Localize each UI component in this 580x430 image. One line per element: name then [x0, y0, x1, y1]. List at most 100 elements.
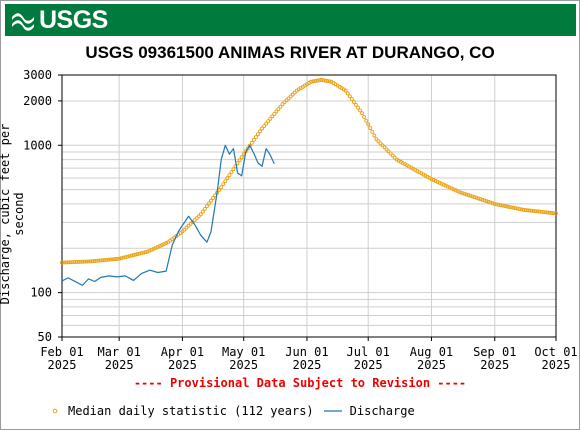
median-point	[545, 210, 550, 215]
y-tick-label: 3000	[23, 68, 52, 82]
median-point	[194, 216, 199, 221]
median-point	[143, 250, 148, 255]
median-point	[362, 115, 367, 119]
median-point	[382, 145, 387, 150]
median-point	[498, 203, 503, 208]
median-point	[182, 227, 187, 232]
median-point	[535, 209, 540, 214]
median-point	[484, 199, 489, 204]
median-point	[309, 79, 313, 84]
y-axis-label: Discharge, cubic feet per second	[0, 123, 26, 305]
median-point	[268, 116, 273, 121]
legend-discharge-label: Discharge	[349, 404, 415, 418]
median-point	[537, 209, 542, 214]
median-point	[286, 96, 291, 101]
median-point	[131, 253, 136, 258]
median-point	[90, 259, 95, 264]
median-point	[180, 229, 185, 234]
median-point	[251, 137, 256, 142]
median-point	[343, 88, 348, 93]
median-point	[125, 254, 130, 259]
median-point	[158, 243, 162, 248]
median-point	[503, 204, 507, 208]
median-point	[321, 78, 326, 83]
median-point	[454, 188, 458, 193]
median-point	[284, 98, 289, 103]
median-point	[192, 218, 197, 223]
median-point	[443, 183, 448, 188]
x-tick-year-label: 2025	[417, 358, 446, 372]
median-point	[317, 78, 322, 83]
median-point	[349, 97, 354, 102]
median-point	[380, 143, 385, 148]
median-point	[364, 118, 369, 123]
discharge-line	[61, 144, 275, 286]
median-point	[262, 124, 267, 129]
median-point	[204, 204, 209, 209]
median-point	[472, 195, 477, 200]
median-point	[543, 210, 548, 215]
median-point	[149, 247, 154, 252]
x-tick-label: May 01	[222, 345, 265, 359]
chart-title: USGS 09361500 ANIMAS RIVER AT DURANGO, C…	[85, 43, 495, 62]
median-point	[492, 201, 497, 206]
usgs-logo[interactable]: USGS	[11, 6, 108, 34]
median-point	[225, 176, 230, 181]
median-point	[358, 108, 362, 113]
median-point	[82, 259, 87, 264]
median-point	[554, 211, 558, 216]
median-point	[98, 258, 103, 263]
median-point	[94, 258, 99, 263]
median-point	[509, 205, 514, 210]
median-point	[315, 78, 320, 83]
median-point	[247, 143, 252, 148]
median-point	[264, 121, 269, 126]
median-point	[547, 210, 552, 215]
y-tick-label: 50	[38, 330, 52, 344]
median-point	[184, 225, 189, 230]
median-point	[64, 260, 69, 265]
median-point	[433, 178, 438, 183]
median-point	[388, 151, 393, 156]
median-point	[354, 102, 358, 107]
legend: Median daily statistic (112 years) Disch…	[50, 403, 425, 419]
median-point	[147, 248, 152, 253]
median-point	[288, 94, 293, 99]
median-point	[135, 252, 140, 257]
median-point	[552, 211, 556, 216]
x-tick-year-label: 2025	[48, 358, 77, 372]
median-point	[392, 155, 397, 160]
median-point	[153, 245, 158, 250]
median-point	[62, 260, 66, 265]
median-point	[386, 149, 391, 154]
median-point	[521, 207, 526, 212]
median-point	[470, 194, 475, 199]
median-point	[511, 205, 516, 210]
median-point	[219, 185, 224, 190]
median-point	[92, 259, 97, 263]
legend-item-discharge: Discharge	[323, 404, 415, 418]
usgs-banner: USGS	[5, 4, 576, 36]
median-point	[188, 221, 193, 226]
median-point	[490, 201, 495, 206]
legend-median-marker	[52, 408, 58, 414]
median-point	[445, 184, 450, 189]
median-point	[476, 196, 481, 201]
median-point	[507, 204, 511, 209]
plot-area-border	[61, 74, 557, 338]
median-point	[76, 259, 81, 264]
median-point	[464, 192, 469, 197]
usgs-wave-icon	[12, 13, 34, 31]
median-point	[533, 209, 538, 214]
median-point	[256, 132, 260, 137]
median-point	[249, 140, 254, 145]
median-series	[60, 77, 558, 265]
median-point	[429, 177, 434, 182]
x-tick-label: Oct 01	[534, 345, 577, 359]
provisional-note: ---- Provisional Data Subject to Revisio…	[133, 376, 467, 390]
median-point	[549, 210, 554, 215]
median-point	[505, 204, 509, 209]
median-point	[151, 246, 156, 251]
